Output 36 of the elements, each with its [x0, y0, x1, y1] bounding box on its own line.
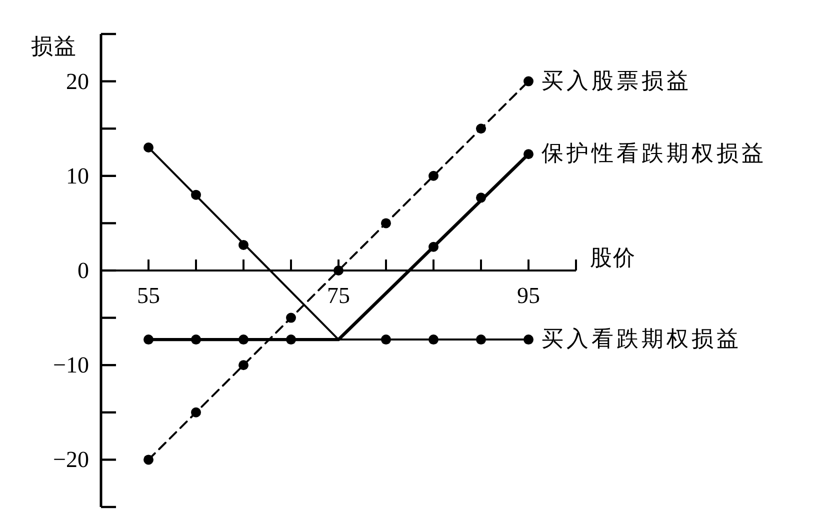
- point: [191, 190, 201, 200]
- point: [144, 142, 154, 153]
- point: [428, 242, 438, 252]
- point: [144, 454, 154, 465]
- point: [238, 360, 248, 370]
- point: [191, 407, 201, 418]
- y-axis-title: 损益: [31, 34, 77, 60]
- y-tick-label: 10: [66, 163, 89, 188]
- point: [476, 334, 486, 345]
- x-tick-label: 75: [327, 283, 350, 308]
- y-tick-label: 20: [66, 68, 89, 94]
- x-axis-title: 股价: [590, 246, 636, 271]
- point: [144, 334, 154, 345]
- point: [476, 124, 486, 134]
- point: [428, 334, 438, 345]
- point: [286, 334, 296, 345]
- x-tick-label: 95: [517, 283, 540, 308]
- point: [381, 218, 391, 228]
- point: [238, 240, 248, 250]
- point: [524, 149, 534, 160]
- y-tick-label: −10: [53, 352, 89, 378]
- series-label: 买入股票损益: [542, 68, 692, 94]
- series-label: 保护性看跌期权损益: [542, 142, 766, 167]
- y-tick-label: −20: [53, 447, 89, 472]
- series-label: 买入看跌期权损益: [542, 327, 742, 352]
- point: [428, 170, 438, 181]
- point: [476, 192, 486, 203]
- point: [191, 334, 201, 345]
- point: [381, 334, 391, 345]
- point: [334, 266, 344, 276]
- y-tick-label: 0: [78, 258, 89, 283]
- x-tick-label: 55: [137, 283, 160, 308]
- point: [238, 334, 248, 345]
- point: [524, 76, 534, 86]
- point: [286, 312, 296, 323]
- point: [524, 334, 534, 345]
